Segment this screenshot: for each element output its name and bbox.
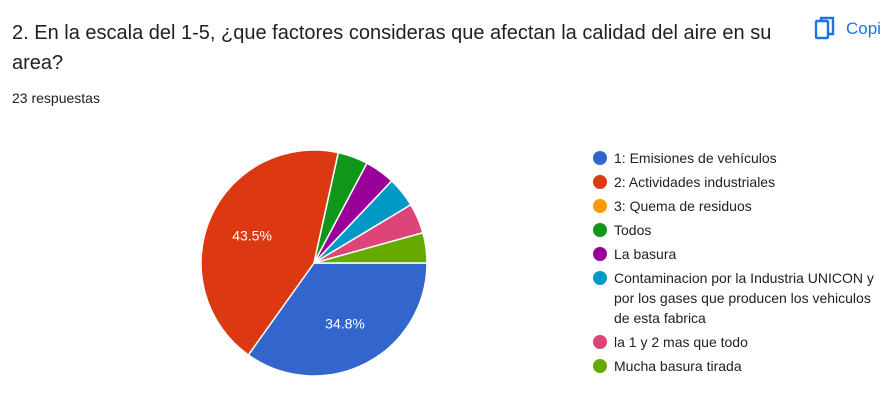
legend-item[interactable]: 1: Emisiones de vehículos [593,148,888,168]
legend-swatch [593,359,607,373]
legend-label: la 1 y 2 mas que todo [614,334,748,350]
legend-swatch [593,151,607,165]
legend-swatch [593,335,607,349]
legend-label: La basura [614,246,677,262]
legend-swatch [593,247,607,261]
legend-label: Todos [614,222,652,238]
legend-item[interactable]: La basura [593,244,888,264]
pie-slice-0[interactable] [247,262,428,377]
legend-item[interactable]: Mucha basura tirada [593,356,888,376]
legend-label: 1: Emisiones de vehículos [614,150,777,166]
legend-label: Mucha basura tirada [614,358,742,374]
pie-slice-labels: 34.8% 43.5% [232,227,365,331]
pie-slice-7[interactable] [313,231,428,264]
legend-item[interactable]: Todos [593,220,888,240]
copy-icon [814,16,836,42]
legend-label: 2: Actividades industriales [614,174,776,190]
copy-button[interactable]: Copi [814,16,881,42]
legend-swatch [593,271,607,285]
slice-label-1: 43.5% [232,227,272,243]
legend-swatch [593,223,607,237]
response-count: 23 respuestas [12,90,100,106]
legend-label: Contaminacion por la Industria UNICON y … [614,270,874,326]
legend-label: 3: Quema de residuos [614,198,752,214]
legend-item[interactable]: la 1 y 2 mas que todo [593,332,888,352]
legend: 1: Emisiones de vehículos 2: Actividades … [593,148,888,380]
copy-label: Copi [846,19,881,38]
legend-item[interactable]: 3: Quema de residuos [593,196,888,216]
slice-label-0: 34.8% [325,315,365,331]
legend-item[interactable]: 2: Actividades industriales [593,172,888,192]
legend-item[interactable]: Contaminacion por la Industria UNICON y … [593,268,888,328]
pie-slices [200,149,428,377]
question-title: 2. En la escala del 1-5, ¿que factores c… [12,22,772,74]
legend-swatch [593,175,607,189]
legend-swatch [593,199,607,213]
pie-slice-1[interactable] [200,149,340,357]
